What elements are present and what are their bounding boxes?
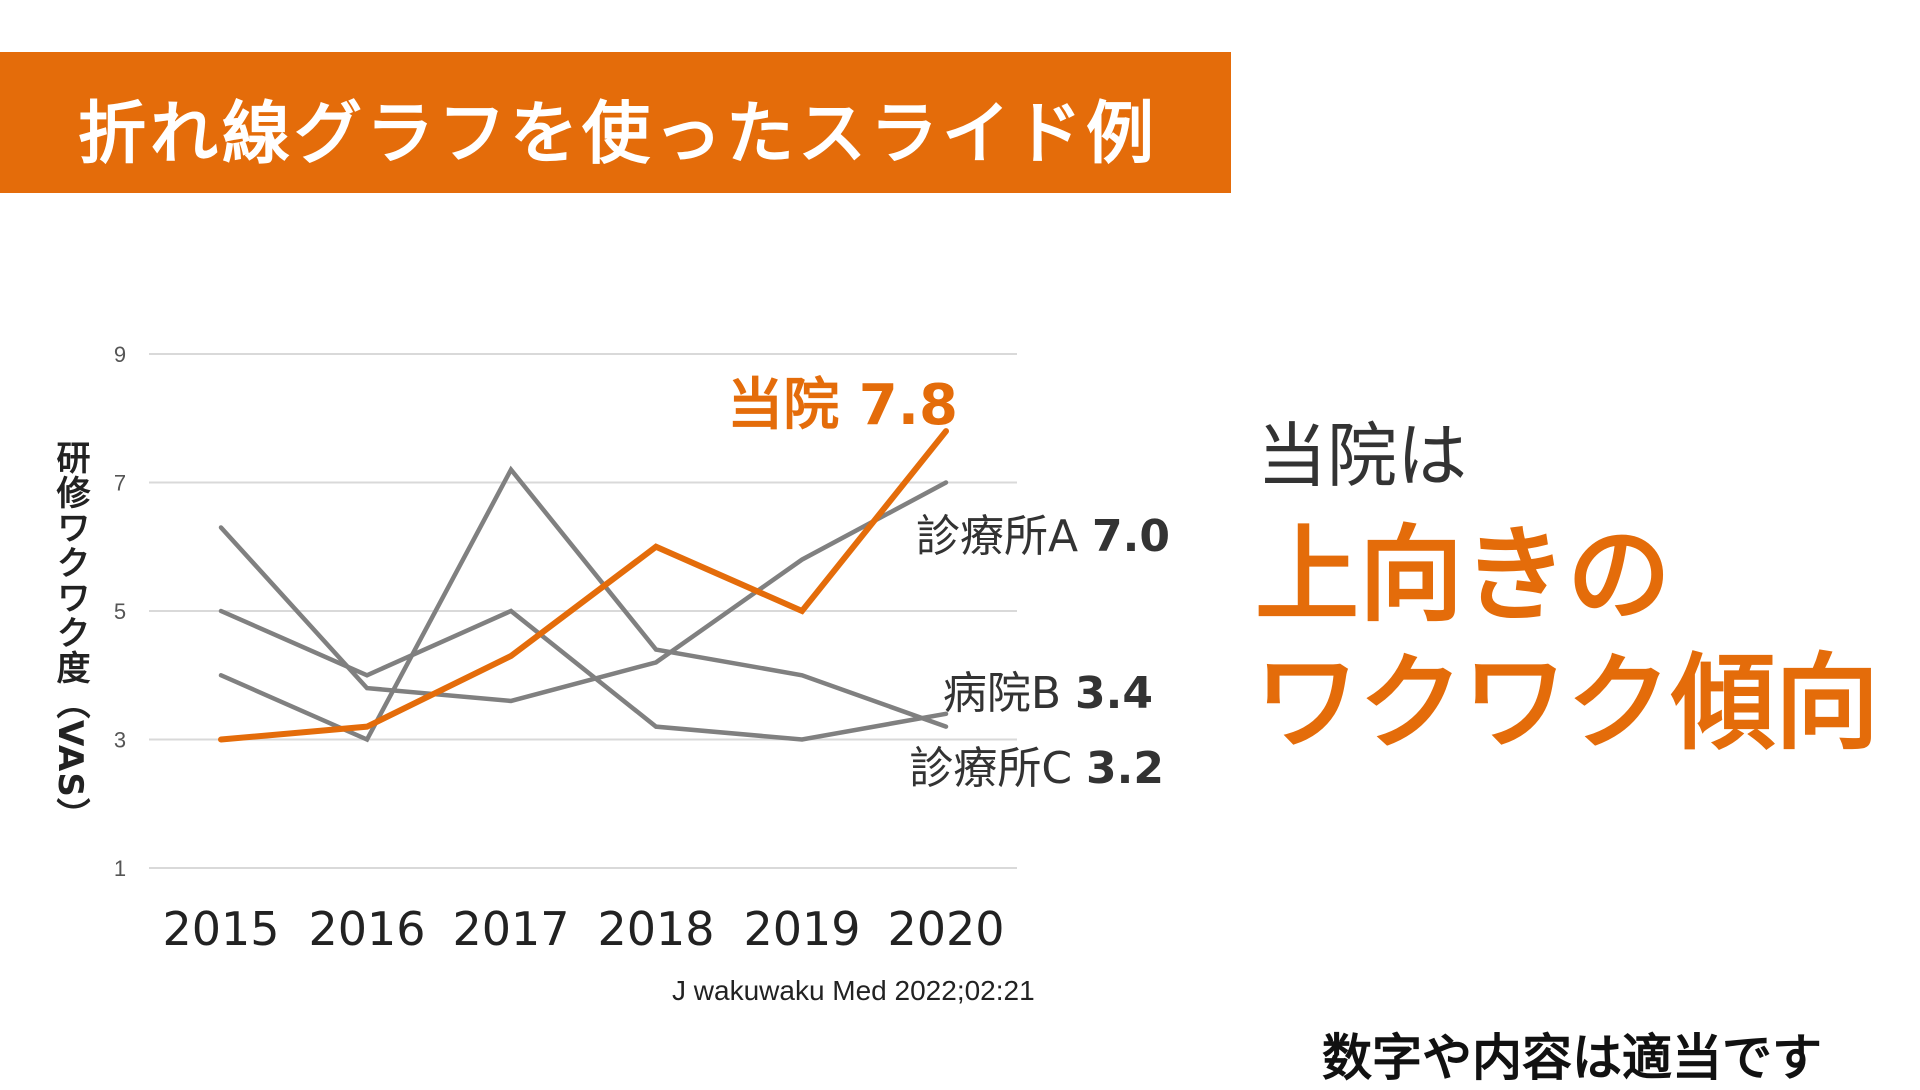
series-end-label: 病院B 3.4	[943, 668, 1153, 719]
series-end-label: 当院 7.8	[727, 373, 958, 438]
x-tick-label: 2017	[452, 902, 569, 956]
series-end-value: 3.2	[1086, 743, 1164, 794]
x-tick-label: 2018	[597, 902, 714, 956]
x-tick-label: 2020	[887, 902, 1004, 956]
x-tick-label: 2019	[743, 902, 860, 956]
y-tick-label: 3	[114, 728, 126, 753]
series-name: 診療所C	[909, 743, 1086, 794]
disclaimer-note: 数字や内容は適当です	[1322, 1018, 1822, 1090]
y-tick-label: 1	[114, 856, 126, 881]
series-end-value: 3.4	[1075, 668, 1153, 719]
series-end-label: 診療所C 3.2	[909, 743, 1164, 794]
citation: J wakuwaku Med 2022;02:21	[672, 975, 1035, 1007]
series-end-value: 7.0	[1092, 511, 1170, 562]
series-end-label: 診療所A 7.0	[916, 511, 1170, 562]
series-end-value: 7.8	[859, 373, 958, 438]
message-line-3: ワクワク傾向	[1255, 618, 1879, 769]
message-line-1: 当院は	[1257, 400, 1467, 501]
x-tick-label: 2016	[308, 902, 425, 956]
series-line-当院	[221, 431, 946, 739]
y-tick-label: 9	[114, 342, 126, 367]
series-name: 当院	[727, 373, 859, 438]
x-tick-label: 2015	[162, 902, 279, 956]
series-line-病院B	[221, 611, 946, 740]
y-tick-label: 7	[114, 471, 126, 496]
series-name: 病院B	[943, 668, 1075, 719]
y-axis-label: 研修ワクワク度（VAS）	[46, 440, 95, 833]
series-name: 診療所A	[916, 511, 1092, 562]
y-tick-label: 5	[114, 599, 126, 624]
